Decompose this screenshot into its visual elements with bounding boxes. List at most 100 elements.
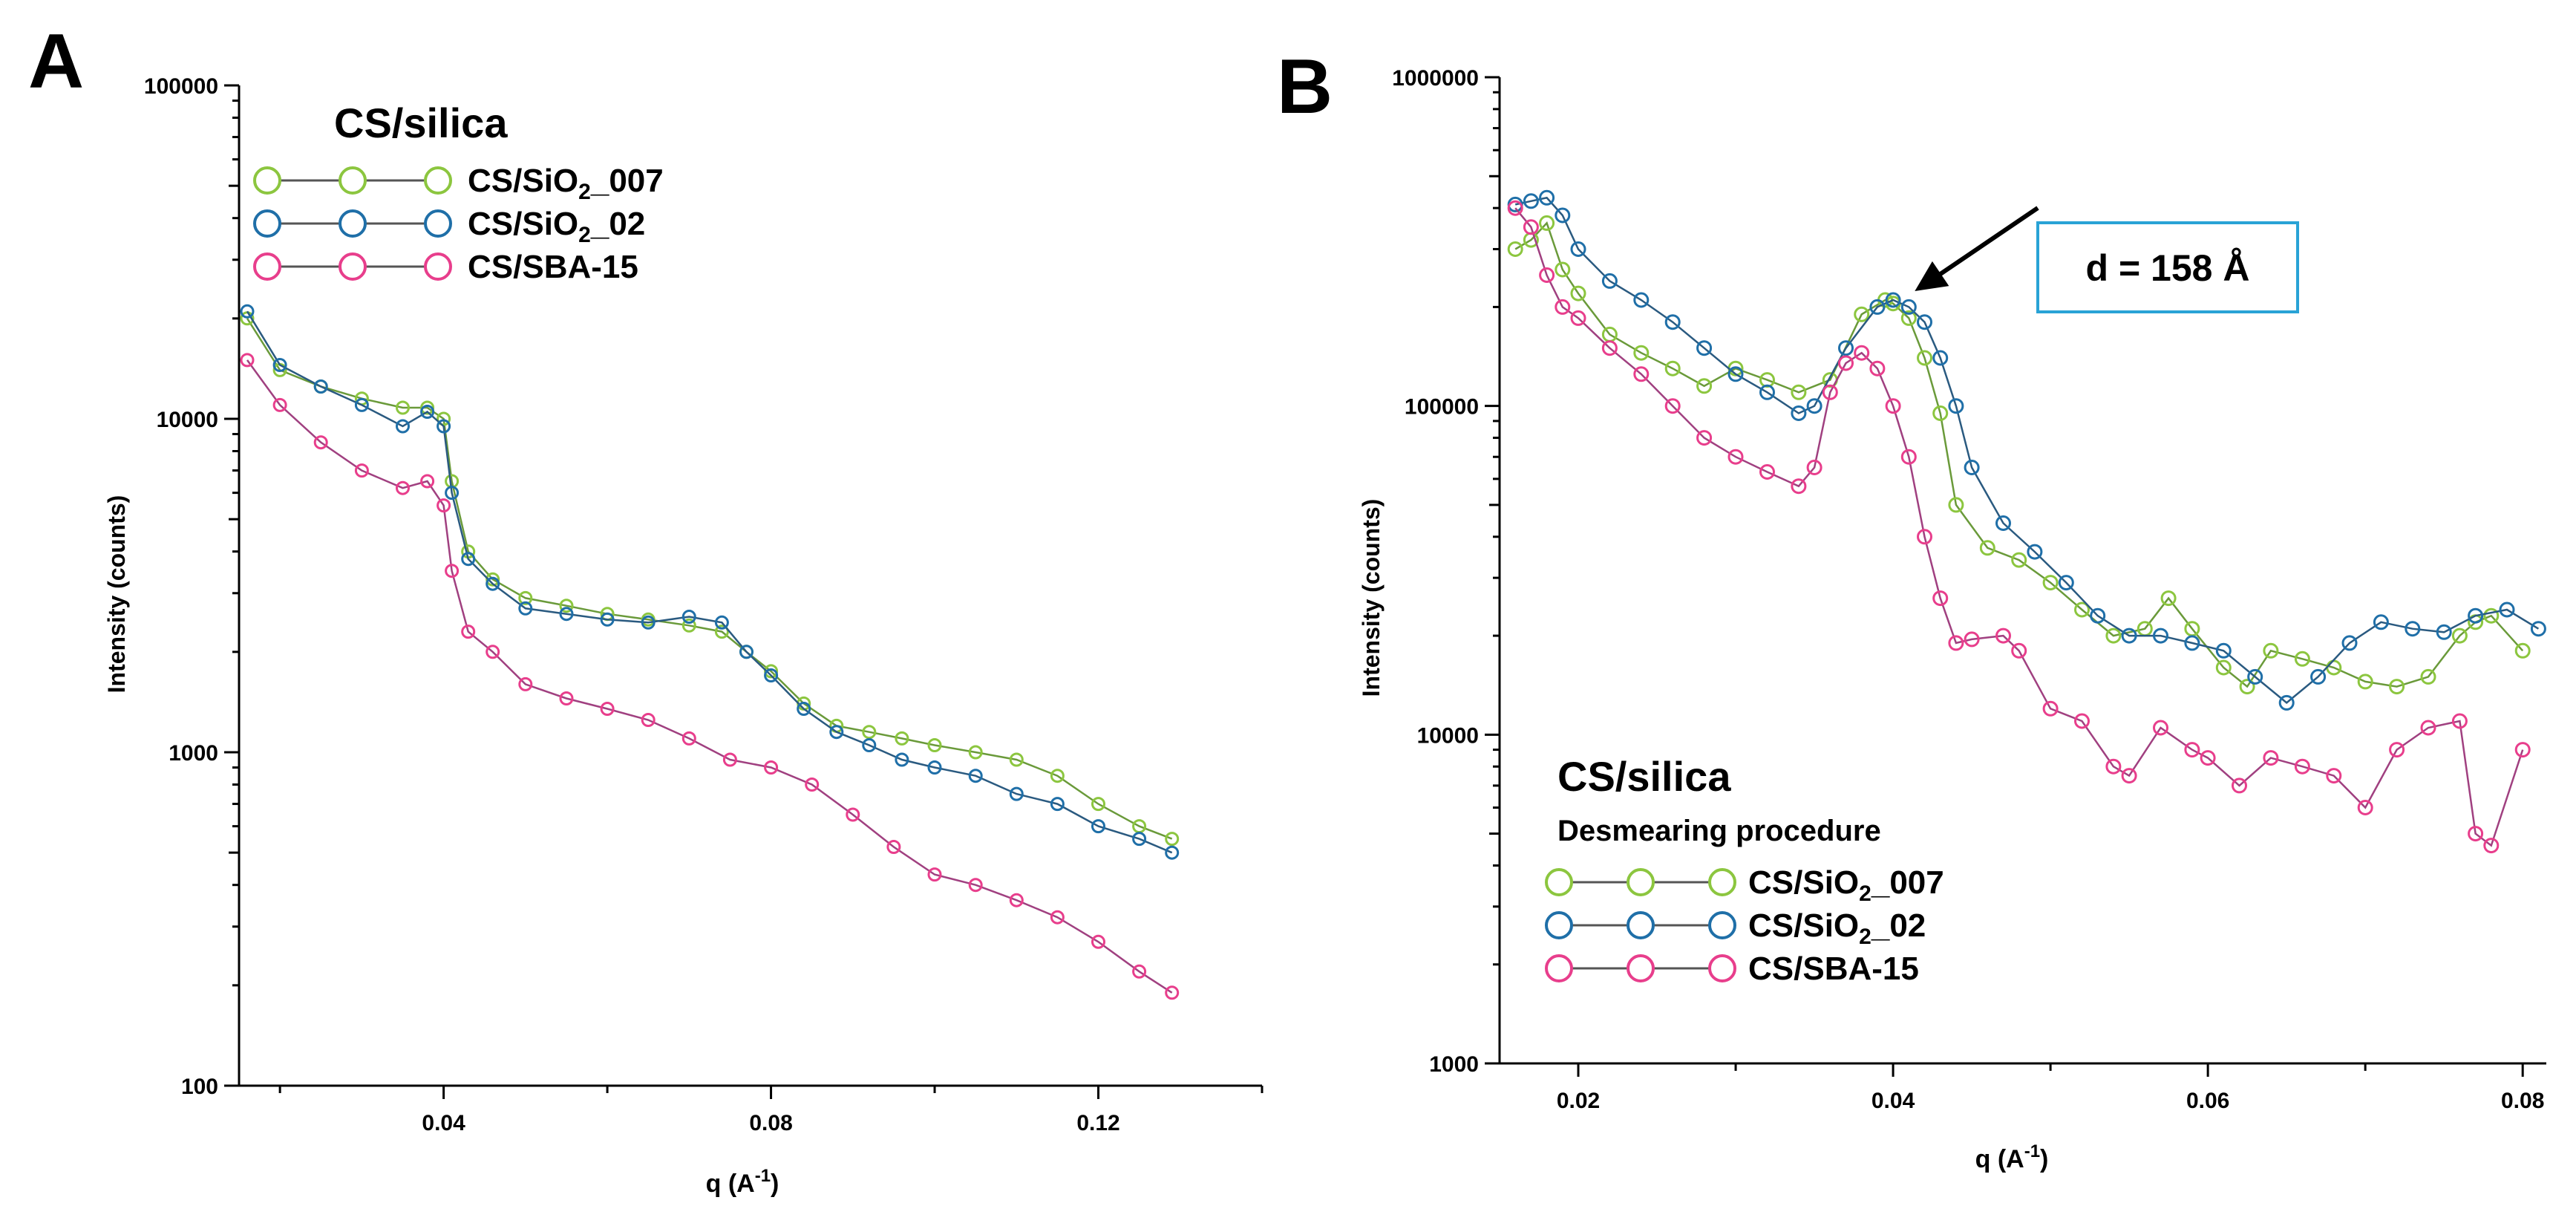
panel-a-data-point xyxy=(1050,797,1065,812)
panel-b-ytick-label: 1000 xyxy=(1429,1052,1479,1077)
panel-b-data-point xyxy=(1791,384,1807,400)
panel-b-data-point xyxy=(2451,627,2468,644)
legend-label: CS/SBA-15 xyxy=(1748,951,1919,987)
panel-b-data-point xyxy=(2357,800,2373,815)
panel-a-series-line xyxy=(246,318,1173,840)
panel-b-data-point xyxy=(2294,651,2310,667)
panel-b-data-point xyxy=(2405,621,2421,637)
panel-a-data-point xyxy=(1165,845,1180,860)
panel-b-data-point xyxy=(1948,635,1964,651)
panel-a-data-point xyxy=(764,760,779,775)
panel-b-data-point xyxy=(1570,285,1586,301)
panel-b-data-point xyxy=(1822,384,1838,400)
panel-a-data-point xyxy=(396,480,410,495)
legend-label: CS/SiO2_007 xyxy=(1748,864,1944,906)
panel-b-data-point xyxy=(1696,340,1713,356)
panel-b-data-point xyxy=(1696,378,1713,394)
panel-b-data-point xyxy=(1664,398,1681,414)
panel-a-data-point xyxy=(396,419,410,434)
panel-a-data-point xyxy=(927,738,942,752)
panel-b-data-point xyxy=(1664,360,1681,376)
panel-a-data-point xyxy=(1132,964,1147,979)
panel-b-series-line xyxy=(1514,196,2540,705)
panel-b-data-point xyxy=(1979,540,1995,556)
panel-b-data-point xyxy=(2468,607,2484,624)
panel-b-series-line xyxy=(1514,221,2524,688)
panel-b-data-point xyxy=(2200,750,2216,766)
legend-label: CS/SiO2_007 xyxy=(468,163,664,204)
panel-a-data-point xyxy=(518,677,533,691)
panel-b-axes: 1000 10000 100000 1000000 0.02 0.04 0.06 0.08 xyxy=(1392,66,2546,1113)
panel-a-data-point xyxy=(1009,786,1024,801)
panel-a-data-point xyxy=(968,745,983,760)
panel-a-data-point xyxy=(739,645,753,659)
panel-a-axes: 100 1000 10000 100000 0.04 0.08 0.12 xyxy=(144,74,1264,1135)
panel-b-legend-entry: CS/SiO2_007 xyxy=(1545,864,1944,906)
arrow-head xyxy=(1915,261,1949,292)
panel-a-data-point xyxy=(313,379,328,394)
panel-b-data-point xyxy=(1917,314,1932,330)
panel-a-data-point xyxy=(764,668,779,682)
panel-b-data-point xyxy=(2247,668,2263,685)
panel-b-xlabel: q (A-1) xyxy=(1975,1141,2049,1173)
panel-b-data-point xyxy=(1633,292,1650,308)
panel-b-annotation: d = 158 Å xyxy=(1915,206,2299,313)
panel-a-data-point xyxy=(420,400,435,415)
panel-b-data-point xyxy=(1932,350,1949,366)
panel-b-data-point xyxy=(2294,758,2310,775)
panel-b-ytick-label: 10000 xyxy=(1417,723,1479,748)
panel-a-data-point xyxy=(1132,832,1147,847)
panel-b-data-point xyxy=(1948,398,1964,414)
panel-b-data-point xyxy=(2483,607,2500,624)
panel-b-data-point xyxy=(1664,314,1681,330)
panel-a-data-point xyxy=(437,411,451,426)
panel-b-data-point xyxy=(1523,193,1539,209)
panel-a-data-point xyxy=(641,713,656,727)
panel-a-data-point xyxy=(240,304,255,319)
panel-a-data-point xyxy=(862,738,877,752)
legend-marker xyxy=(253,166,281,195)
panel-a-data-point xyxy=(1050,910,1065,925)
panel-a-data-point xyxy=(486,645,500,659)
panel-a-data-point xyxy=(1091,819,1105,834)
panel-a-ytick-label: 1000 xyxy=(169,741,218,766)
panel-a-data-point xyxy=(681,618,696,633)
panel-b-data-point xyxy=(2239,679,2255,695)
panel-a-ylabel: Intensity (counts) xyxy=(103,495,130,694)
panel-a-legend-entry: CS/SiO2_007 xyxy=(253,163,664,204)
panel-a-letter: A xyxy=(28,19,84,105)
panel-a-data-point xyxy=(559,691,574,705)
panel-a-data-point xyxy=(968,878,983,893)
panel-b-xtick-label: 0.08 xyxy=(2501,1089,2544,1113)
panel-b-ytick-label: 100000 xyxy=(1405,395,1479,420)
panel-b-data-point xyxy=(2027,544,2043,560)
panel-b-data-point xyxy=(2310,668,2327,685)
panel-b-data-point xyxy=(2105,758,2122,775)
panel-a-data-point xyxy=(797,702,811,716)
panel-a-data-point xyxy=(886,840,901,854)
panel-a-series-pink xyxy=(240,353,1180,1000)
panel-a-data-point xyxy=(1050,769,1065,783)
panel-b-legend-title: CS/silica xyxy=(1557,753,1731,800)
panel-b-xtick-label: 0.06 xyxy=(2186,1089,2229,1113)
panel-b-data-point xyxy=(1838,340,1854,356)
panel-b-xtick-label: 0.02 xyxy=(1557,1089,1600,1113)
panel-a-data-point xyxy=(445,564,460,578)
legend-marker xyxy=(1545,954,1573,982)
panel-b-data-point xyxy=(1759,384,1775,400)
panel-b-data-point xyxy=(1759,464,1775,480)
panel-b-data-point xyxy=(1696,430,1713,446)
panel-b-data-point xyxy=(2153,627,2168,644)
panel-a: A 100 1000 10000 100000 0.04 0.08 0.12 Intensi… xyxy=(28,19,1264,1198)
annotation-box xyxy=(2036,221,2299,313)
panel-b-data-point xyxy=(2278,694,2295,711)
panel-a-data-point xyxy=(420,405,435,419)
panel-a-data-point xyxy=(1009,752,1024,767)
panel-a-data-point xyxy=(240,353,255,368)
panel-a-data-point xyxy=(927,867,942,882)
panel-b-data-point xyxy=(1727,449,1744,465)
